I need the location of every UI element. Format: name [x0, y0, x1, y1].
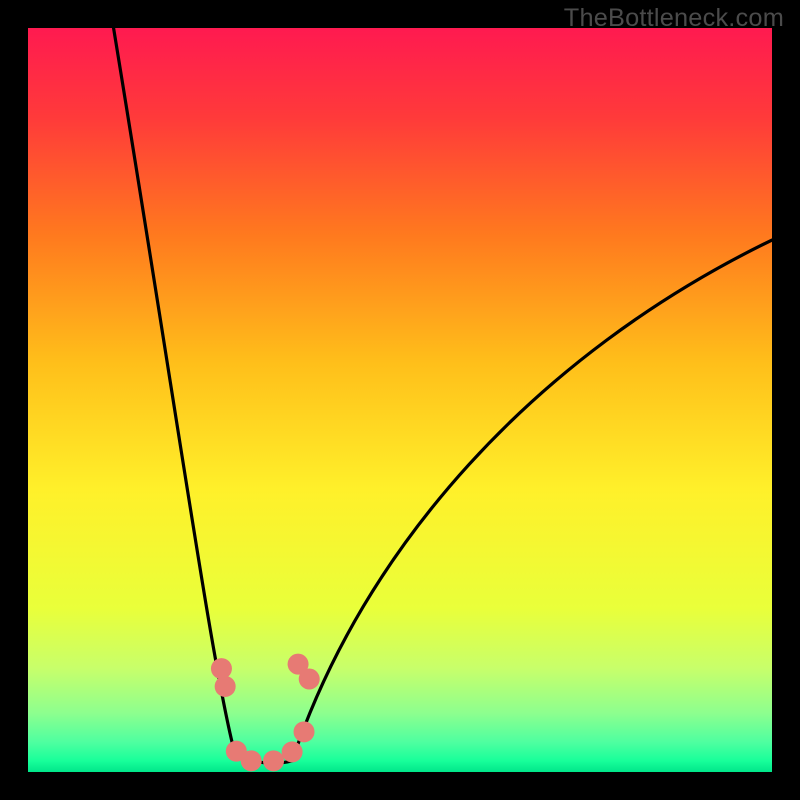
marker-dot — [215, 676, 236, 697]
gradient-background — [28, 28, 772, 772]
plot-area — [28, 28, 772, 772]
marker-dot — [263, 750, 284, 771]
marker-dot — [282, 741, 303, 762]
plot-svg — [28, 28, 772, 772]
marker-dot — [241, 750, 262, 771]
marker-dot — [294, 721, 315, 742]
marker-dot — [211, 658, 232, 679]
watermark-text: TheBottleneck.com — [564, 4, 784, 33]
figure-root: TheBottleneck.com — [0, 0, 800, 800]
marker-dot — [299, 669, 320, 690]
